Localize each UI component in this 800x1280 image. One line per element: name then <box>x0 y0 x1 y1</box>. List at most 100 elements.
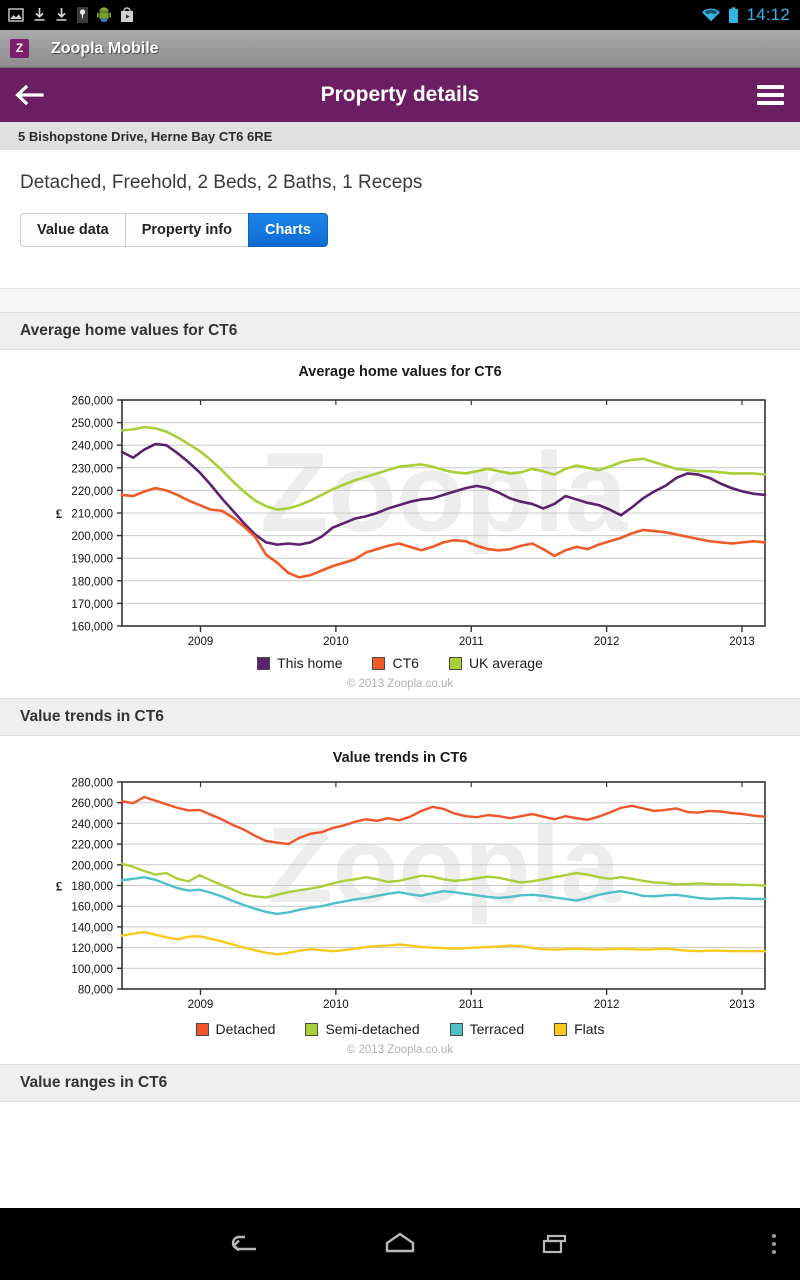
chart-title: Value trends in CT6 <box>332 750 468 766</box>
chart-legend: Detached Semi-detached Terraced Flats <box>0 1021 800 1037</box>
status-notification-icons <box>8 7 134 23</box>
svg-text:£: £ <box>56 506 63 521</box>
legend-item: UK average <box>448 655 543 671</box>
legend-item: Detached <box>195 1021 276 1037</box>
legend-item: Flats <box>554 1021 604 1037</box>
svg-text:250,000: 250,000 <box>71 418 113 430</box>
nav-recents-icon[interactable] <box>535 1229 575 1259</box>
chart-plot-area: Zoopla 80,000 100,000 120,000 140,000 160,000… <box>0 774 800 1014</box>
legend-label: CT6 <box>392 655 419 671</box>
svg-text:240,000: 240,000 <box>71 819 113 831</box>
section-header-average-home-values[interactable]: Average home values for CT6 <box>0 312 800 350</box>
svg-text:100,000: 100,000 <box>71 964 113 976</box>
chart-plot-area: Zoopla 160,000 170,000 180,000 190,000 200,00… <box>0 388 800 648</box>
play-store-icon <box>120 7 134 23</box>
svg-text:Zoopla: Zoopla <box>260 430 628 555</box>
android-icon <box>97 7 111 23</box>
svg-text:200,000: 200,000 <box>71 860 113 872</box>
chart-title: Average home values for CT6 <box>298 364 502 380</box>
legend-label: Flats <box>574 1021 605 1037</box>
svg-text:280,000: 280,000 <box>71 778 113 790</box>
svg-text:240,000: 240,000 <box>71 441 113 453</box>
hamburger-menu-icon[interactable] <box>757 85 784 105</box>
svg-text:170,000: 170,000 <box>71 599 113 611</box>
status-clock: 14:12 <box>746 5 790 24</box>
section-header-value-ranges[interactable]: Value ranges in CT6 <box>0 1064 800 1102</box>
svg-text:260,000: 260,000 <box>71 396 113 408</box>
legend-swatch <box>449 1022 463 1036</box>
svg-text:140,000: 140,000 <box>71 922 113 934</box>
svg-text:2009: 2009 <box>188 999 214 1011</box>
svg-text:230,000: 230,000 <box>71 463 113 475</box>
chart-block-average-home-values: Average home values for CT6 Zoopla 160,00… <box>0 350 800 698</box>
nav-overflow-icon[interactable] <box>772 1234 776 1254</box>
legend-item: Semi-detached <box>305 1021 420 1037</box>
svg-text:2011: 2011 <box>459 999 484 1011</box>
nav-home-icon[interactable] <box>380 1229 420 1259</box>
svg-text:2009: 2009 <box>188 636 214 648</box>
legend-swatch <box>195 1022 209 1036</box>
tab-charts[interactable]: Charts <box>247 213 328 247</box>
svg-text:180,000: 180,000 <box>71 881 113 893</box>
app-name-label: Zoopla Mobile <box>51 39 159 57</box>
legend-swatch <box>448 656 462 670</box>
legend-swatch <box>257 656 271 670</box>
app-title-bar: Z Zoopla Mobile <box>0 30 800 68</box>
property-address: 5 Bishopstone Drive, Herne Bay CT6 6RE <box>0 122 800 150</box>
legend-label: Terraced <box>469 1021 525 1037</box>
svg-text:160,000: 160,000 <box>71 622 113 634</box>
page-title: Property details <box>320 83 480 106</box>
image-icon <box>8 7 24 23</box>
svg-text:2012: 2012 <box>594 999 620 1011</box>
svg-text:260,000: 260,000 <box>71 798 113 810</box>
section-spacer <box>0 288 800 312</box>
legend-swatch <box>554 1022 568 1036</box>
download-icon <box>33 7 46 23</box>
action-bar: Property details <box>0 68 800 122</box>
legend-label: Semi-detached <box>325 1021 420 1037</box>
property-summary: Detached, Freehold, 2 Beds, 2 Baths, 1 R… <box>20 172 423 193</box>
svg-text:2010: 2010 <box>323 636 349 648</box>
svg-text:2013: 2013 <box>729 999 755 1011</box>
download-icon <box>55 7 68 23</box>
status-system-icons: 14:12 <box>701 0 790 30</box>
svg-text:200,000: 200,000 <box>71 531 113 543</box>
svg-text:180,000: 180,000 <box>71 576 113 588</box>
chart-copyright: © 2013 Zoopla.co.uk <box>346 678 454 690</box>
svg-text:210,000: 210,000 <box>71 509 113 521</box>
svg-text:160,000: 160,000 <box>71 902 113 914</box>
svg-text:£: £ <box>56 879 63 894</box>
legend-swatch <box>372 656 386 670</box>
app-logo-icon: Z <box>10 39 29 58</box>
tab-property-info[interactable]: Property info <box>124 213 248 247</box>
svg-text:2012: 2012 <box>594 636 620 648</box>
svg-text:190,000: 190,000 <box>71 554 113 566</box>
legend-label: Detached <box>215 1021 276 1037</box>
chart-block-value-trends: Value trends in CT6 Zoopla 80,000 100,000 1… <box>0 736 800 1064</box>
svg-text:2010: 2010 <box>323 999 349 1011</box>
legend-item: This home <box>257 655 342 671</box>
battery-icon <box>728 6 739 24</box>
map-pin-icon <box>77 7 88 23</box>
chart-copyright: © 2013 Zoopla.co.uk <box>346 1044 454 1056</box>
nav-back-icon[interactable] <box>225 1229 265 1259</box>
svg-text:2011: 2011 <box>459 636 484 648</box>
legend-swatch <box>305 1022 319 1036</box>
tab-value-data[interactable]: Value data <box>20 213 125 247</box>
legend-item: Terraced <box>449 1021 525 1037</box>
android-status-bar: 14:12 <box>0 0 800 30</box>
svg-text:80,000: 80,000 <box>78 985 113 997</box>
svg-text:220,000: 220,000 <box>71 840 113 852</box>
svg-text:2013: 2013 <box>729 636 755 648</box>
legend-label: This home <box>277 655 343 671</box>
svg-text:120,000: 120,000 <box>71 943 113 955</box>
tab-bar: Value data Property info Charts <box>20 213 800 247</box>
legend-label: UK average <box>468 655 543 671</box>
chart-legend: This home CT6 UK average <box>0 655 800 671</box>
android-navigation-bar <box>0 1208 800 1280</box>
legend-item: CT6 <box>372 655 419 671</box>
section-header-value-trends[interactable]: Value trends in CT6 <box>0 698 800 736</box>
back-arrow-icon[interactable] <box>14 83 44 107</box>
svg-text:220,000: 220,000 <box>71 486 113 498</box>
